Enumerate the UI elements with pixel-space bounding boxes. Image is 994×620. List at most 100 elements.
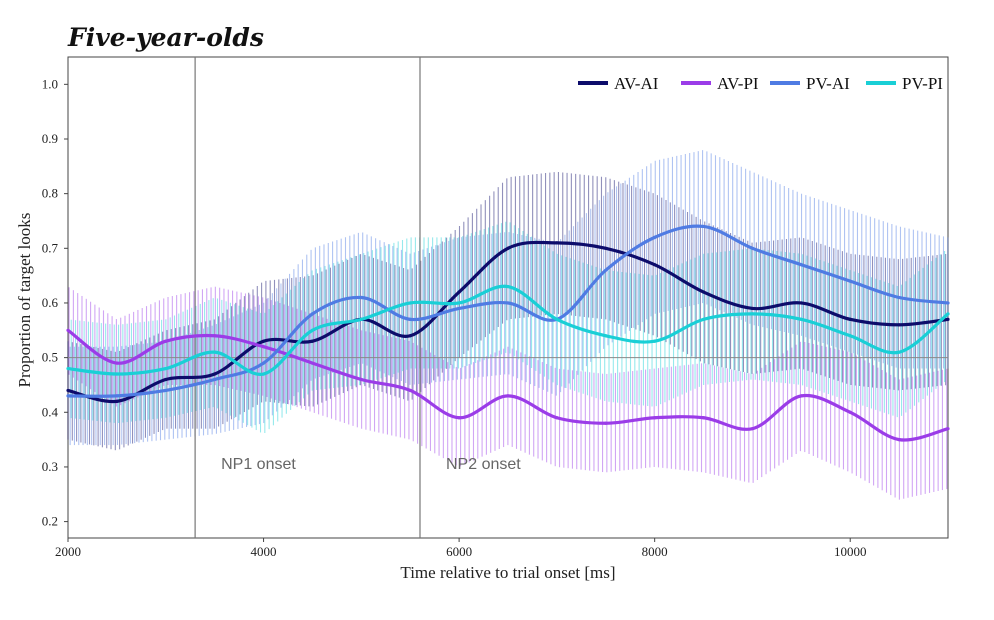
data-point xyxy=(359,377,363,382)
legend-item-pv-pi: PV-PI xyxy=(866,74,943,93)
data-point xyxy=(897,350,901,354)
y-tick-label: 0.4 xyxy=(42,404,59,419)
x-tick-label: 6000 xyxy=(446,544,472,559)
data-point xyxy=(750,312,755,316)
data-point xyxy=(213,334,217,338)
data-point xyxy=(164,388,168,393)
data-point xyxy=(750,246,755,250)
data-point xyxy=(213,377,217,382)
data-point xyxy=(555,241,559,245)
data-point xyxy=(359,317,363,321)
data-point xyxy=(457,306,461,311)
data-point xyxy=(408,317,412,321)
data-point xyxy=(506,394,510,398)
data-point xyxy=(310,361,315,365)
y-tick-label: 0.7 xyxy=(42,240,59,255)
legend: AV-AI AV-PI PV-AI PV-PI xyxy=(578,74,943,93)
data-point xyxy=(506,246,510,250)
y-tick-label: 0.5 xyxy=(42,350,58,365)
data-point xyxy=(653,339,657,343)
series-lines xyxy=(66,224,950,442)
data-point xyxy=(750,427,755,431)
data-point xyxy=(115,372,119,376)
y-tick-label: 0.8 xyxy=(42,186,58,201)
y-tick-label: 0.3 xyxy=(42,459,58,474)
data-point xyxy=(310,312,315,316)
data-point xyxy=(164,339,168,343)
data-point xyxy=(604,334,608,338)
data-point xyxy=(897,295,901,300)
data-point xyxy=(261,372,266,376)
data-point xyxy=(653,235,657,239)
data-point xyxy=(115,394,119,398)
data-point xyxy=(261,345,266,349)
data-point xyxy=(897,323,901,327)
reference-lines xyxy=(68,57,948,538)
data-point xyxy=(750,306,755,311)
onset-annotations: NP1 onset NP2 onset xyxy=(221,456,521,473)
onset-label: NP1 onset xyxy=(221,456,296,473)
data-point xyxy=(66,328,70,332)
legend-item-av-ai: AV-AI xyxy=(578,74,659,93)
data-point xyxy=(946,317,950,321)
legend-label: AV-PI xyxy=(717,74,759,93)
data-point xyxy=(506,284,510,289)
x-axis-label: Time relative to trial onset [ms] xyxy=(400,563,615,582)
data-point xyxy=(653,263,657,267)
x-tick-label: 10000 xyxy=(834,544,867,559)
x-tick-label: 2000 xyxy=(55,544,81,559)
data-point xyxy=(799,301,803,305)
y-tick-label: 0.2 xyxy=(42,514,58,529)
legend-label: PV-PI xyxy=(902,74,943,93)
data-point xyxy=(164,377,168,382)
data-point xyxy=(310,339,315,343)
data-point xyxy=(701,290,706,294)
data-point xyxy=(261,361,266,365)
data-point xyxy=(848,317,852,321)
data-point xyxy=(604,421,608,425)
plot-frame xyxy=(67,56,949,539)
data-point xyxy=(701,224,706,229)
data-point xyxy=(310,328,315,332)
x-tick-label: 8000 xyxy=(642,544,668,559)
data-point xyxy=(604,246,608,250)
legend-label: PV-AI xyxy=(806,74,850,93)
x-axis-ticks: 2000 4000 6000 8000 10000 xyxy=(55,538,866,559)
data-point xyxy=(701,416,706,420)
y-tick-label: 1.0 xyxy=(42,76,58,91)
data-point xyxy=(848,334,852,338)
data-point xyxy=(164,366,168,371)
data-point xyxy=(457,290,461,294)
data-point xyxy=(799,263,803,267)
data-point xyxy=(946,427,950,431)
data-point xyxy=(653,416,657,420)
data-point xyxy=(506,301,510,305)
data-point xyxy=(408,388,412,393)
data-point xyxy=(66,366,70,371)
data-point xyxy=(701,317,706,321)
data-point xyxy=(359,295,363,300)
data-point xyxy=(799,394,803,398)
chart-title: Five-year-olds xyxy=(67,23,264,52)
data-point xyxy=(66,388,70,393)
data-point xyxy=(848,410,852,414)
data-point xyxy=(213,372,217,376)
data-point xyxy=(115,361,119,365)
y-axis-ticks: 0.2 0.3 0.4 0.5 0.6 0.7 0.8 0.9 1.0 xyxy=(42,76,68,529)
data-point xyxy=(946,301,950,305)
data-point xyxy=(66,394,70,398)
y-axis-label: Proportion of target looks xyxy=(15,213,34,388)
data-point xyxy=(408,334,412,338)
data-point xyxy=(408,301,412,305)
data-point xyxy=(799,317,803,321)
data-point xyxy=(946,312,950,316)
legend-label: AV-AI xyxy=(614,74,659,93)
plot-area xyxy=(67,56,949,539)
data-point xyxy=(604,268,608,272)
data-point xyxy=(457,301,461,305)
data-point xyxy=(261,339,266,343)
x-tick-label: 4000 xyxy=(251,544,277,559)
data-point xyxy=(555,317,559,321)
data-point xyxy=(848,279,852,283)
legend-item-av-pi: AV-PI xyxy=(681,74,759,93)
